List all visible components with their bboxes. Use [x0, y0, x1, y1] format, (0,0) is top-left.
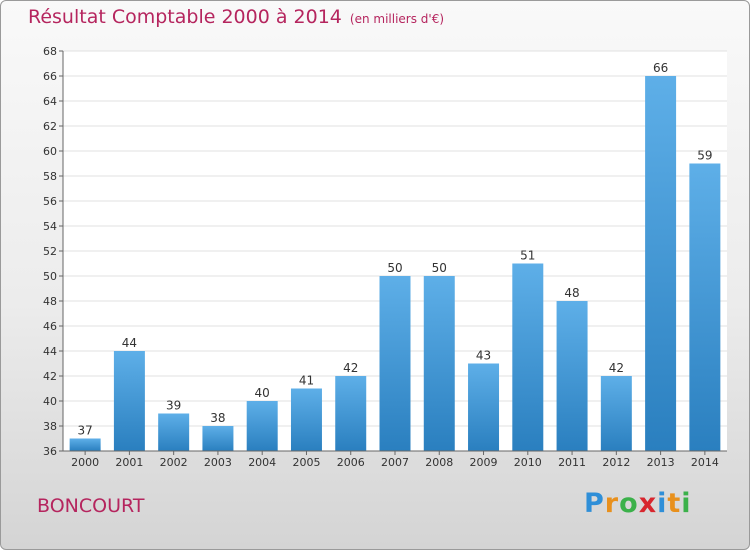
- y-tick-label: 68: [43, 45, 57, 58]
- bar: [512, 263, 544, 451]
- y-tick-label: 64: [43, 95, 57, 108]
- x-tick-label: 2011: [558, 456, 586, 469]
- y-tick-label: 54: [43, 220, 57, 233]
- x-tick-label: 2013: [647, 456, 675, 469]
- data-label: 44: [122, 336, 137, 350]
- bar: [246, 401, 278, 451]
- x-tick-label: 2014: [691, 456, 719, 469]
- x-tick-label: 2012: [602, 456, 630, 469]
- y-tick-label: 52: [43, 245, 57, 258]
- y-tick-label: 48: [43, 295, 57, 308]
- y-tick-label: 58: [43, 170, 57, 183]
- logo-letter: t: [667, 488, 682, 519]
- logo-letter: i: [681, 488, 692, 519]
- bar: [468, 363, 500, 451]
- data-label: 41: [299, 374, 314, 388]
- y-tick-label: 38: [43, 420, 57, 433]
- data-label: 48: [564, 286, 579, 300]
- data-label: 50: [432, 261, 447, 275]
- x-tick-label: 2003: [204, 456, 232, 469]
- data-label: 42: [609, 361, 624, 375]
- bar: [600, 376, 632, 451]
- bar: [556, 301, 588, 451]
- x-tick-label: 2001: [115, 456, 143, 469]
- data-label: 43: [476, 349, 491, 363]
- data-label: 37: [77, 424, 92, 438]
- title-line: Résultat Comptable 2000 à 2014 (en millie…: [28, 6, 444, 28]
- data-label: 50: [387, 261, 402, 275]
- bar: [645, 76, 677, 451]
- x-tick-label: 2004: [248, 456, 276, 469]
- data-label: 39: [166, 399, 181, 413]
- x-axis: 2000 2001 2002 2003 2004 2005 2006 2007 2008 2009…: [63, 450, 727, 469]
- town-name: BONCOURT: [37, 495, 145, 517]
- x-tick-label: 2005: [292, 456, 320, 469]
- y-tick-label: 62: [43, 120, 57, 133]
- logo-letter: r: [604, 488, 620, 519]
- chart-subtitle: (en milliers d'€): [349, 12, 445, 26]
- data-label: 59: [697, 149, 712, 163]
- y-tick-label: 42: [43, 370, 57, 383]
- chart-title: Résultat Comptable 2000 à 2014: [28, 6, 342, 28]
- logo-letter: P: [584, 488, 605, 519]
- y-tick-label: 56: [43, 195, 57, 208]
- x-tick-label: 2006: [337, 456, 365, 469]
- bar: [379, 276, 411, 451]
- x-tick-label: 2008: [425, 456, 453, 469]
- x-tick-label: 2010: [514, 456, 542, 469]
- logo-letter: o: [619, 488, 639, 519]
- bar: [689, 163, 721, 451]
- bar: [202, 426, 234, 451]
- bar: [113, 351, 145, 451]
- logo-letter: i: [657, 488, 668, 519]
- x-tick-label: 2002: [160, 456, 188, 469]
- y-tick-label: 60: [43, 145, 57, 158]
- bar: [290, 388, 322, 451]
- logo-letter: x: [638, 488, 658, 519]
- y-axis: 36 38 40 42 44 46 48 50 52 54 56 58 60 62 64 66 68: [43, 45, 64, 458]
- x-tick-label: 2007: [381, 456, 409, 469]
- bar: [423, 276, 455, 451]
- data-label: 40: [255, 386, 270, 400]
- bars: 37 44 39 38 40 41 42 50 50 43 51 48 42 66 59: [69, 61, 721, 451]
- y-tick-label: 44: [43, 345, 57, 358]
- data-label: 42: [343, 361, 358, 375]
- x-tick-label: 2000: [71, 456, 99, 469]
- proxiti-logo: Proxiti: [584, 488, 692, 519]
- bar: [158, 413, 190, 451]
- bar: [335, 376, 367, 451]
- y-tick-label: 50: [43, 270, 57, 283]
- data-label: 66: [653, 61, 668, 75]
- y-tick-label: 36: [43, 445, 57, 458]
- y-tick-label: 66: [43, 70, 57, 83]
- bar: [69, 438, 101, 451]
- data-label: 51: [520, 249, 535, 263]
- y-tick-label: 46: [43, 320, 57, 333]
- data-label: 38: [210, 411, 225, 425]
- y-tick-label: 40: [43, 395, 57, 408]
- x-tick-label: 2009: [470, 456, 498, 469]
